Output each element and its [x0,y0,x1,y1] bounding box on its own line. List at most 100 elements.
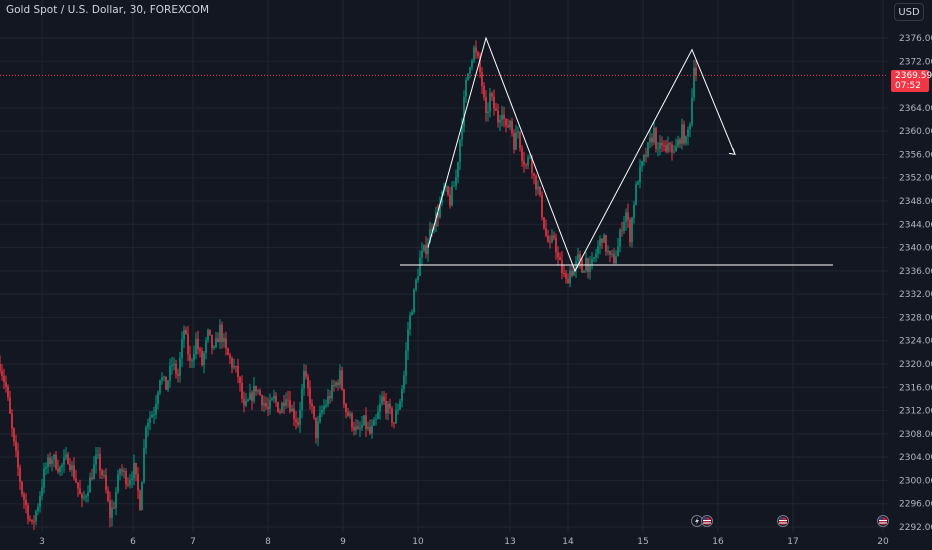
candle-body [99,454,101,471]
candle-body [597,246,599,254]
candle-body [309,388,311,404]
candle-body [343,389,345,404]
candle-body [221,324,223,343]
candle-body [185,329,187,335]
candle-body [427,242,429,255]
candle-body [233,366,235,368]
candle-body [609,250,611,255]
candle-body [561,260,563,274]
candle-body [521,147,523,161]
candle-body [95,455,97,465]
candle-body [425,245,427,255]
candle-body [125,471,127,485]
candle-body [189,354,191,361]
y-tick-label: 2340.00 [899,244,932,254]
candle-body [607,250,609,252]
candle-body [659,142,661,149]
candle-body [547,235,549,242]
candle-body [647,142,649,157]
candle-body [497,110,499,123]
candle-body [493,96,495,109]
last-price-value: 2369.59 [895,71,932,81]
candle-body [571,270,573,276]
candle-body [681,124,683,144]
bar-countdown: 07:52 [895,81,921,91]
candle-body [625,212,627,222]
candle-body [579,254,581,261]
candle-body [273,395,275,399]
candle-body [311,403,313,407]
candle-body [145,427,147,448]
candle-body [363,415,365,425]
candle-body [529,157,531,159]
candle-body [207,329,209,341]
candle-body [201,351,203,365]
candle-body [539,186,541,195]
y-tick-label: 2296.00 [899,500,932,510]
candle-body [501,114,503,121]
candle-body [667,143,669,152]
candle-body [499,120,501,123]
candle-body [393,422,395,424]
us-flag-icon[interactable] [777,515,789,527]
x-tick-label: 20 [877,537,889,547]
us-flag-icon[interactable] [877,515,889,527]
candle-body [449,194,451,206]
candle-body [611,254,613,256]
time-axis[interactable] [0,532,888,550]
candle-body [209,329,211,335]
candle-body [613,254,615,264]
candle-body [49,457,51,464]
y-tick-label: 2372.00 [899,57,932,67]
candle-body [459,139,461,163]
y-tick-label: 2292.00 [899,523,932,533]
candle-body [127,484,129,486]
candle-body [217,338,219,343]
candle-body [59,466,61,472]
candle-body [663,145,665,147]
candle-body [557,252,559,258]
candle-body [327,396,329,405]
candle-body [517,131,519,133]
candle-body [263,403,265,406]
y-tick-label: 2320.00 [899,360,932,370]
x-tick-label: 16 [712,537,724,547]
candle-body [57,468,59,472]
candle-body [401,389,403,402]
pattern-polyline[interactable] [427,36,736,273]
candle-body [407,329,409,351]
candle-body [569,270,571,284]
candle-body [151,414,153,418]
candle-body [515,132,517,150]
candle-body [19,467,21,483]
candle-body [495,108,497,111]
x-tick-label: 3 [39,537,45,547]
candle-body [673,151,675,153]
y-tick-label: 2364.00 [899,104,932,114]
flash-icon[interactable] [691,515,703,527]
candle-body [503,114,505,119]
candle-body [227,348,229,355]
candle-body [437,212,439,218]
candle-body [353,427,355,431]
currency-button[interactable]: USD [894,3,924,21]
candle-body [403,375,405,390]
candle-body [689,124,691,130]
candle-body [349,413,351,416]
candle-body [661,142,663,146]
us-flag-icon[interactable] [701,515,713,527]
candle-body [629,219,631,243]
candle-body [361,424,363,429]
candle-body [453,185,455,187]
candle-body [339,370,341,385]
candle-body [241,383,243,399]
candle-body [113,507,115,509]
candle-body [197,338,199,350]
candle-body [119,469,121,475]
candle-body [21,482,23,495]
candle-body [635,184,637,205]
candle-body [81,494,83,499]
candle-body [429,229,431,243]
candle-body [69,463,71,470]
